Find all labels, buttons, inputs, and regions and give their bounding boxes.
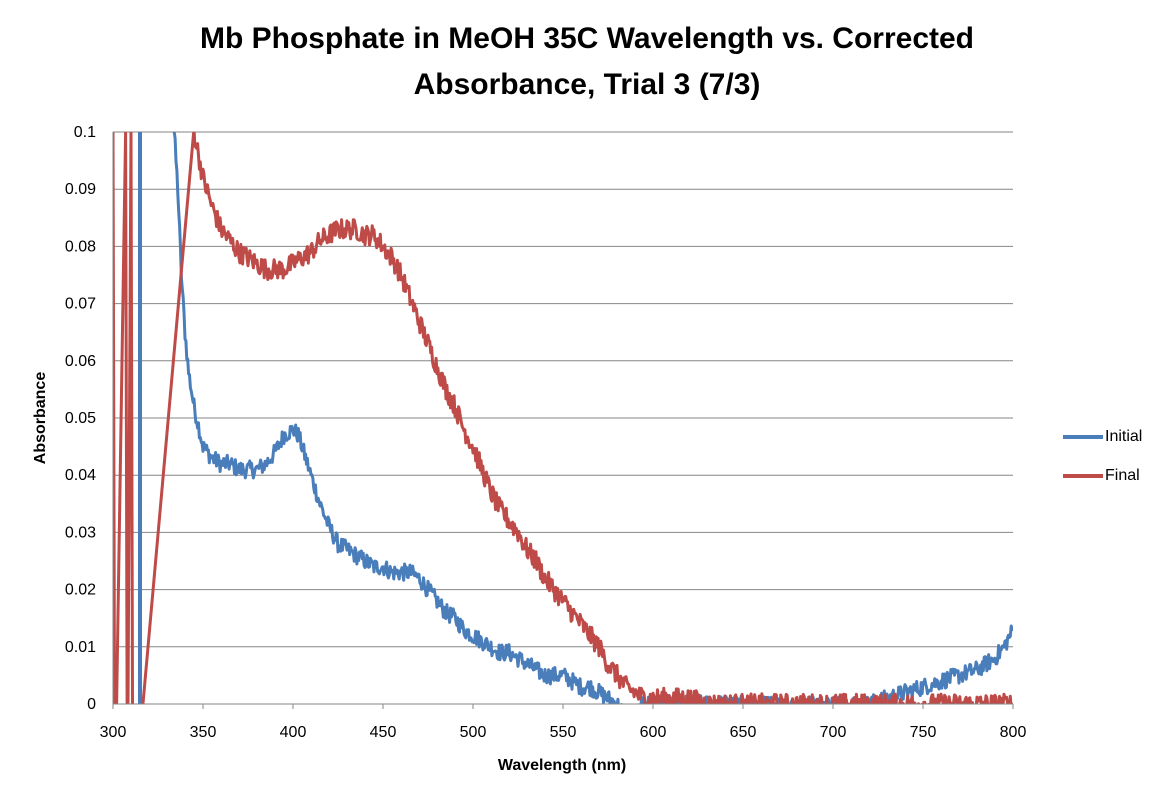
x-tick-label: 350	[190, 724, 217, 741]
x-tick-label: 750	[910, 724, 937, 741]
y-tick-label: 0	[87, 696, 96, 713]
legend-label-initial: Initial	[1105, 428, 1143, 445]
x-axis-label: Wavelength (nm)	[498, 757, 626, 774]
chart-title-line-2: Absorbance, Trial 3 (7/3)	[413, 68, 761, 101]
y-tick-label: 0.05	[65, 410, 96, 427]
x-tick-label: 300	[100, 724, 127, 741]
series-line-initial	[172, 132, 1013, 704]
y-tick-label: 0.03	[65, 524, 96, 541]
x-tick-label: 650	[730, 724, 757, 741]
y-tick-label: 0.04	[65, 467, 96, 484]
axis-layer: 0 0.01 0.02 0.03 0.04 0.05 0.06 0.07 0.08 0.09 0.1…	[65, 124, 1027, 741]
legend-swatch-final	[1063, 474, 1103, 478]
y-tick-label: 0.01	[65, 639, 96, 656]
x-tick-label: 450	[370, 724, 397, 741]
chart-title-line-1: Mb Phosphate in MeOH 35C Wavelength vs. …	[199, 22, 975, 55]
series-layer	[113, 132, 1013, 704]
y-axis-label: Absorbance	[32, 372, 49, 465]
y-tick-label: 0.08	[65, 238, 96, 255]
y-tick-label: 0.06	[65, 353, 96, 370]
series-line-final	[113, 132, 1013, 704]
x-tick-label: 600	[640, 724, 667, 741]
y-tick-label: 0.02	[65, 582, 96, 599]
legend-item-initial: Initial	[1063, 427, 1142, 447]
y-tick-label: 0.09	[65, 181, 96, 198]
series-final	[113, 132, 1013, 704]
x-tick-label: 500	[460, 724, 487, 741]
legend-item-final: Final	[1063, 466, 1140, 486]
x-tick-label: 800	[1000, 724, 1027, 741]
y-tick-label: 0.07	[65, 296, 96, 313]
x-tick-label: 550	[550, 724, 577, 741]
x-tick-label: 700	[820, 724, 847, 741]
legend-label-final: Final	[1105, 467, 1140, 484]
y-tick-label: 0.1	[74, 124, 96, 141]
grid-lines	[113, 131, 1013, 648]
legend-swatch-initial	[1063, 435, 1103, 439]
x-tick-label: 400	[280, 724, 307, 741]
series-initial	[138, 132, 1013, 704]
